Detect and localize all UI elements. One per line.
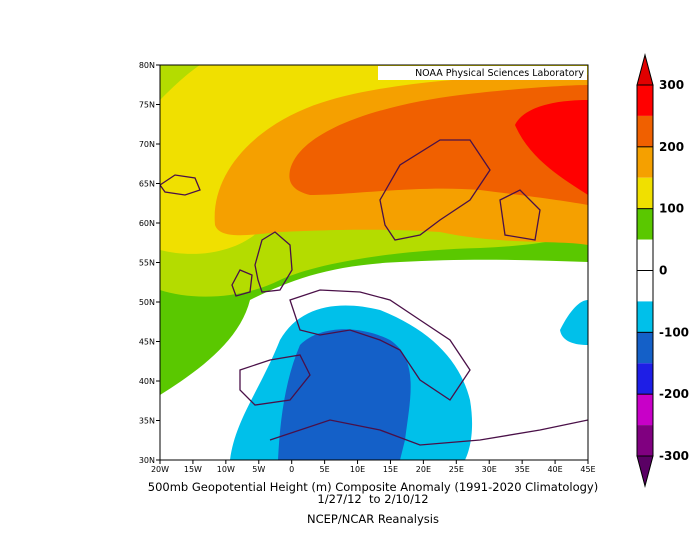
colorbar-label: -200 — [659, 387, 689, 401]
lat-label: 75N — [139, 101, 155, 110]
coastlines — [160, 139, 588, 446]
lat-label: 35N — [139, 417, 155, 426]
lon-label: 15W — [184, 465, 202, 474]
colorbar-segment — [637, 177, 653, 209]
colorbar-segment — [637, 270, 653, 302]
colorbar-label: 100 — [659, 202, 684, 216]
lon-label: 25E — [449, 465, 464, 474]
colorbar-label: 200 — [659, 140, 684, 154]
anomaly-field — [160, 65, 588, 460]
lat-label: 65N — [139, 180, 155, 189]
lon-label: 10W — [217, 465, 235, 474]
lon-label: 15E — [383, 465, 398, 474]
colorbar-label: 0 — [659, 264, 667, 278]
colorbar-label: -100 — [659, 325, 689, 339]
source: NCEP/NCAR Reanalysis — [307, 512, 439, 526]
colorbar-segment — [637, 208, 653, 240]
field-blue — [278, 329, 411, 460]
colorbar-segment — [637, 394, 653, 426]
colorbar-top-triangle — [636, 53, 654, 86]
credit-box — [378, 66, 587, 80]
colorbar: 300 200 100 0 -100 -200 -300 — [636, 53, 689, 488]
colorbar-segment — [637, 239, 653, 271]
colorbar-segment — [637, 146, 653, 178]
lon-label: 30E — [482, 465, 497, 474]
lat-axis: 80N 75N 70N 65N 60N 55N 50N 45N 40N 35N 30N — [139, 61, 160, 465]
colorbar-segment — [637, 301, 653, 333]
lon-label: 35E — [515, 465, 530, 474]
lon-axis: 20W 15W 10W 5W 0 5E 10E 15E 20E 25E 30E 35E 40E 45E — [151, 460, 596, 474]
colorbar-bottom-triangle — [636, 455, 654, 488]
lon-label: 20W — [151, 465, 169, 474]
field-cyan-east — [560, 300, 588, 345]
colorbar-segment — [637, 425, 653, 456]
title: 500mb Geopotential Height (m) Composite … — [148, 480, 598, 494]
colorbar-segment — [637, 85, 653, 116]
lat-label: 40N — [139, 377, 155, 386]
lon-label: 40E — [547, 465, 562, 474]
lat-label: 45N — [139, 338, 155, 347]
dates: 1/27/12 to 2/10/12 — [317, 492, 428, 506]
credit: NOAA Physical Sciences Laboratory — [415, 68, 584, 79]
lat-label: 50N — [139, 298, 155, 307]
lon-label: 20E — [416, 465, 431, 474]
field-red — [515, 100, 588, 195]
colorbar-segment — [637, 115, 653, 147]
lat-label: 60N — [139, 219, 155, 228]
lon-label: 5E — [320, 465, 330, 474]
field-orangered — [289, 85, 588, 205]
lon-label: 0 — [289, 465, 294, 474]
colorbar-label: -300 — [659, 449, 689, 463]
lon-label: 5W — [252, 465, 265, 474]
lat-label: 55N — [139, 259, 155, 268]
lat-label: 70N — [139, 140, 155, 149]
lon-label: 10E — [350, 465, 365, 474]
colorbar-segment — [637, 363, 653, 395]
lon-label: 45E — [580, 465, 595, 474]
lat-label: 30N — [139, 456, 155, 465]
lat-label: 80N — [139, 61, 155, 70]
colorbar-segment — [637, 332, 653, 364]
colorbar-label: 300 — [659, 78, 684, 92]
